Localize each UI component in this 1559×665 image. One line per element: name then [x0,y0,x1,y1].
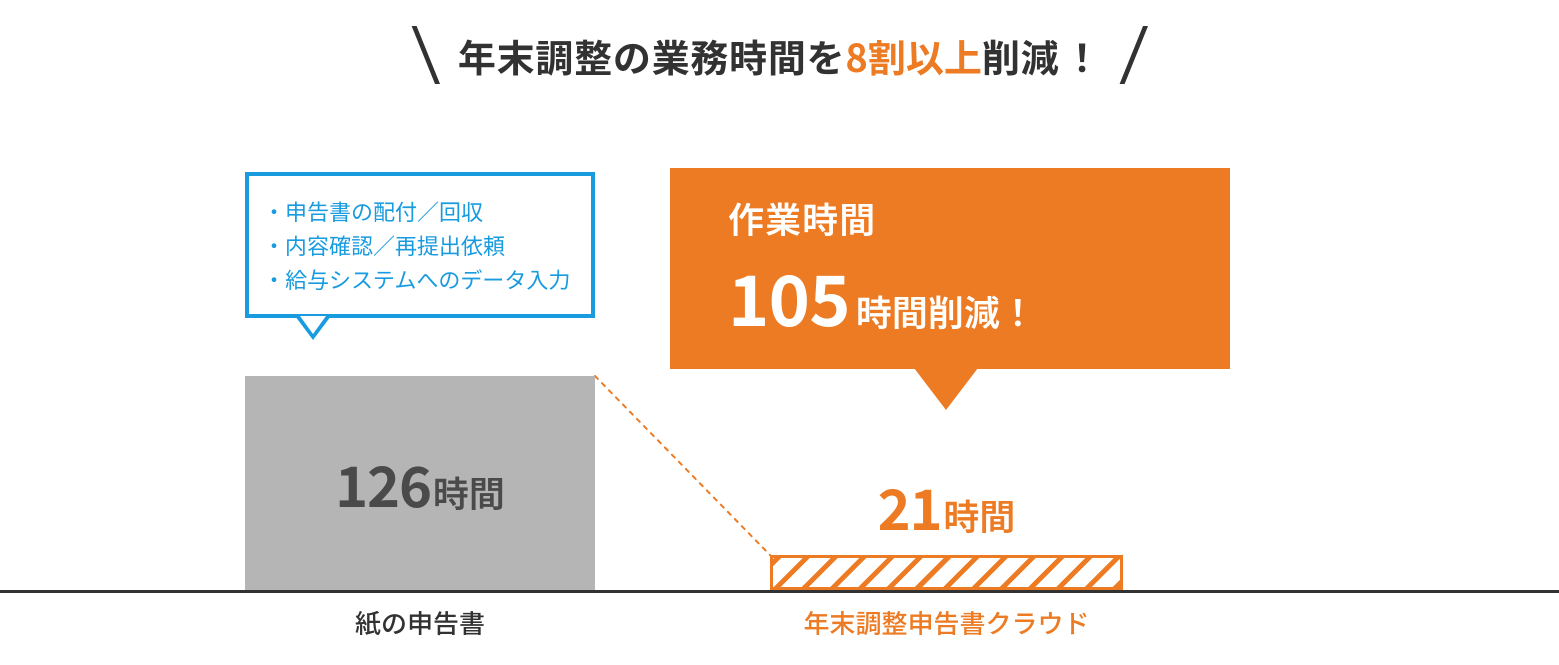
callout-item: ・給与システムへのデータ入力 [263,262,573,296]
axis-label-paper: 紙の申告書 [355,604,485,641]
bar-cloud-number: 21 [878,466,942,547]
callout-time-saved-line2: 105 時間削減！ [728,246,1202,347]
callout-item: ・内容確認／再提出依頼 [263,228,573,262]
bar-cloud-unit: 時間 [943,489,1015,541]
headline-text: 年末調整の業務時間を 8割以上 削減 ！ [458,28,1101,83]
callout-paper-tasks: ・申告書の配付／回収 ・内容確認／再提出依頼 ・給与システムへのデータ入力 [245,172,595,318]
callout-time-saved-number: 105 [728,246,850,347]
headline-slash-left-icon [411,26,439,84]
axis-label-cloud: 年末調整申告書クラウド [803,604,1089,641]
bar-paper-number: 126 [335,443,431,524]
bar-cloud [770,555,1123,590]
comparison-chart: ・申告書の配付／回収 ・内容確認／再提出依頼 ・給与システムへのデータ入力 作業… [0,150,1559,620]
callout-item: ・申告書の配付／回収 [263,194,573,228]
callout-pointer-icon [914,368,978,410]
chart-baseline [0,590,1559,593]
headline-accent: 8割以上 [845,28,981,83]
callout-paper-tasks-list: ・申告書の配付／回収 ・内容確認／再提出依頼 ・給与システムへのデータ入力 [263,194,573,296]
headline: 年末調整の業務時間を 8割以上 削減 ！ [423,26,1136,84]
bar-cloud-value: 21 時間 [770,466,1123,547]
bar-paper: 126 時間 [245,376,595,590]
bar-paper-value: 126 時間 [335,443,505,524]
callout-time-saved-rest: 時間削減！ [856,285,1036,337]
headline-excl: ！ [1063,28,1101,83]
headline-pre: 年末調整の業務時間を [458,28,846,83]
bar-paper-unit: 時間 [433,466,505,518]
headline-slash-right-icon [1119,26,1147,84]
headline-post: 削減 [982,28,1060,83]
callout-time-saved-line1: 作業時間 [728,192,1202,244]
callout-time-saved: 作業時間 105 時間削減！ [670,168,1230,369]
